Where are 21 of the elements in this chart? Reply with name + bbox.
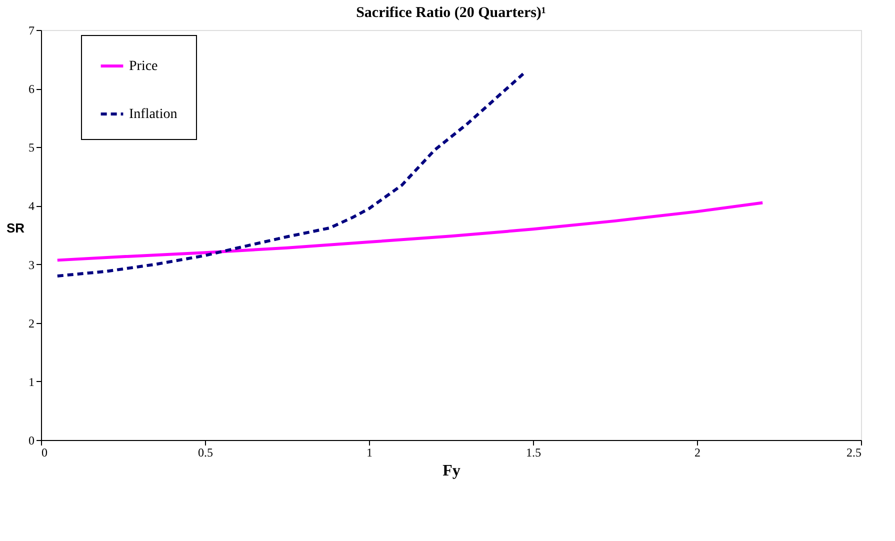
- y-axis-title: SR: [6, 220, 26, 236]
- y-tick-label: 3: [28, 258, 34, 272]
- line-series: [56, 201, 764, 262]
- chart-title: Sacrifice Ratio (20 Quarters)¹: [356, 5, 546, 21]
- y-tick-label: 6: [28, 82, 34, 96]
- x-tick-label: 2: [694, 446, 700, 460]
- x-tick-label: 1: [366, 446, 372, 460]
- y-tick-label: 4: [28, 199, 34, 214]
- line-series: [56, 72, 525, 278]
- y-tick-label: 1: [28, 374, 34, 389]
- x-tick-label: 0: [42, 446, 48, 460]
- legend-label: Inflation: [129, 107, 178, 122]
- x-axis-title: Fy: [442, 462, 460, 480]
- x-tick-label: 1.5: [526, 446, 541, 460]
- y-tick-label: 7: [28, 24, 34, 38]
- x-tick-label: 2.5: [846, 446, 862, 460]
- y-tick-label: 0: [28, 434, 34, 448]
- x-tick-label: 0.5: [198, 446, 213, 460]
- legend-label: Price: [129, 59, 158, 74]
- y-tick-label: 2: [28, 316, 34, 330]
- y-tick-label: 5: [28, 140, 34, 155]
